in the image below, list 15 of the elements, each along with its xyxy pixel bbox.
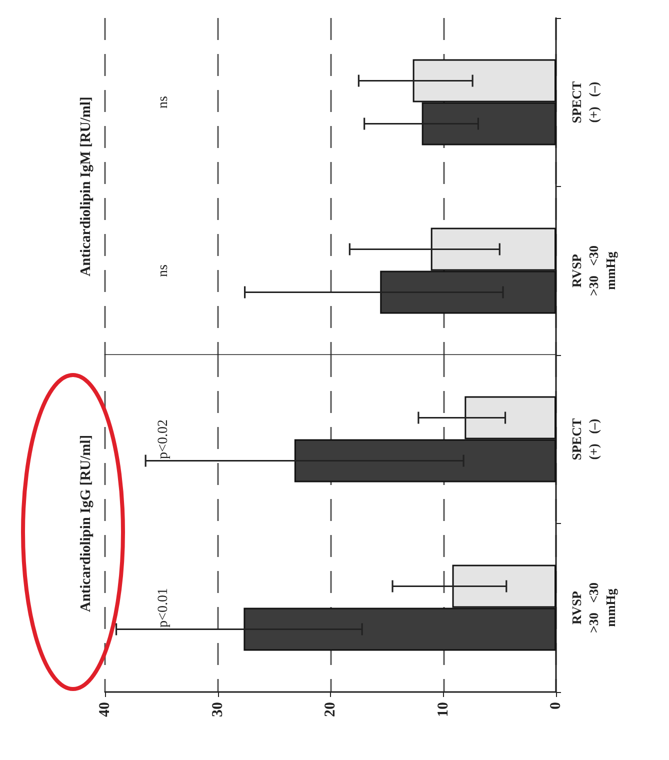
annotation: p<0.02 bbox=[156, 420, 172, 459]
annotation: p<0.01 bbox=[156, 588, 172, 628]
y-tick-label: RVSP >30 <30 mmHg bbox=[569, 582, 618, 634]
text: Anticardiolipin IgM [RU/ml] bbox=[78, 96, 94, 276]
y-tick-label: RVSP >30 <30 mmHg bbox=[569, 245, 618, 296]
annotation: ns bbox=[156, 96, 172, 108]
text: Anticardiolipin IgG [RU/ml] bbox=[78, 434, 94, 612]
x-tick-label: 30 bbox=[210, 702, 226, 717]
x-tick-label: 20 bbox=[322, 702, 338, 717]
x-tick-label: 10 bbox=[435, 702, 452, 717]
x-tick-label: 40 bbox=[97, 702, 113, 717]
x-tick-label: 0 bbox=[548, 702, 564, 710]
y-tick-label: SPECT (+) (–) bbox=[569, 80, 601, 124]
annotation: ns bbox=[156, 264, 172, 277]
y-tick-label: SPECT (+) (–) bbox=[569, 418, 601, 460]
